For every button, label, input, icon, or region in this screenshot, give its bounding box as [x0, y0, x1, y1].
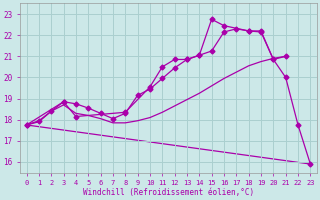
X-axis label: Windchill (Refroidissement éolien,°C): Windchill (Refroidissement éolien,°C) — [83, 188, 254, 197]
